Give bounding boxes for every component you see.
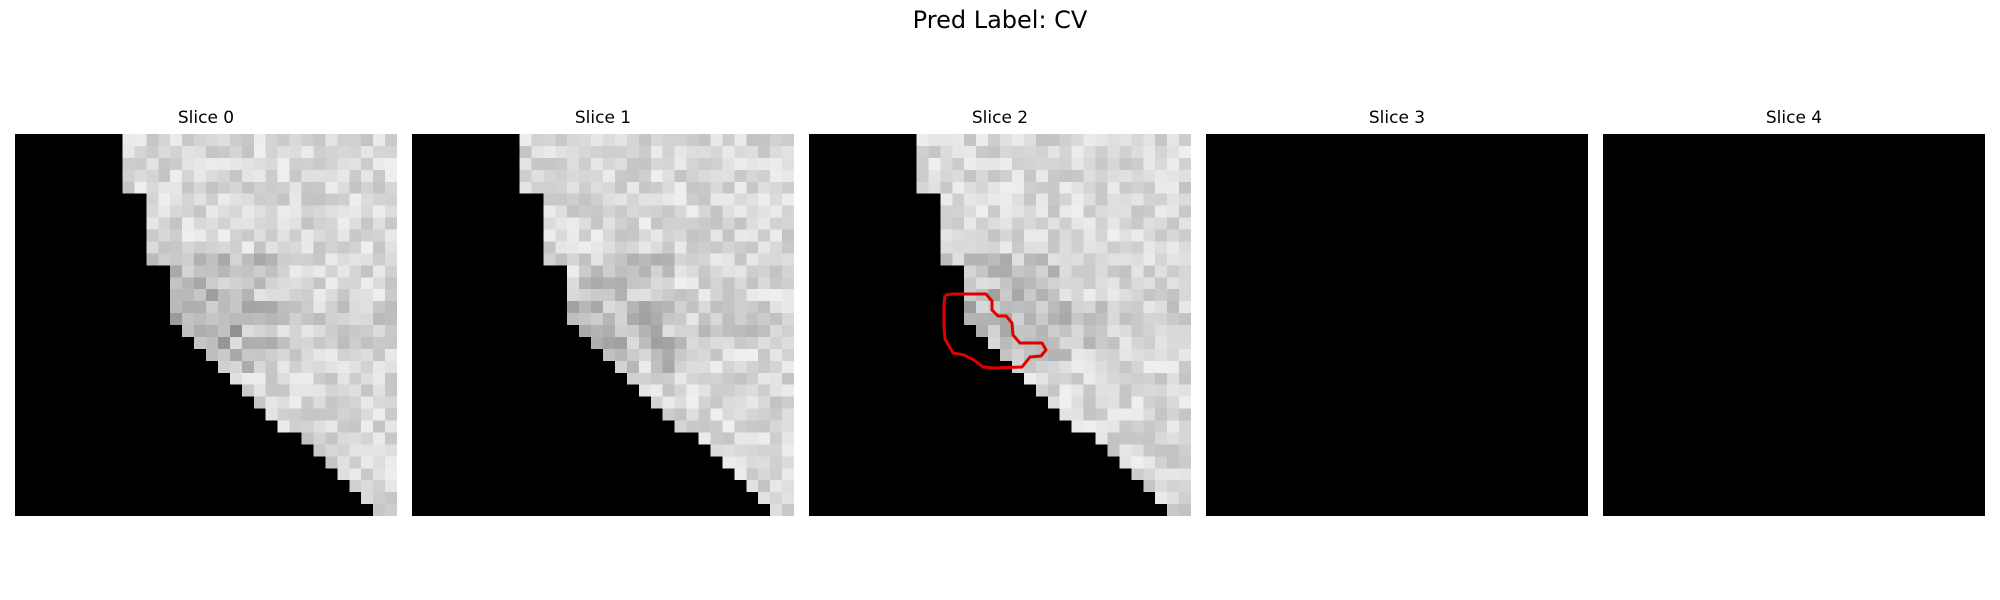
- figure-title: Pred Label: CV: [912, 6, 1088, 34]
- slice-1-image: [412, 134, 794, 516]
- slice-0-image: [15, 134, 397, 516]
- slice-2-contour-layer: [942, 292, 1048, 370]
- slice-2-panel: [809, 134, 1191, 516]
- slice-2-title: Slice 2: [971, 108, 1029, 128]
- slice-0-title: Slice 0: [177, 108, 235, 128]
- prediction-contour: [942, 292, 1048, 370]
- slice-4-title: Slice 4: [1765, 108, 1823, 128]
- slice-2-image: [809, 134, 1191, 516]
- slice-3-title: Slice 3: [1368, 108, 1426, 128]
- slice-1-title: Slice 1: [574, 108, 632, 128]
- slice-3-image: [1206, 134, 1588, 516]
- slice-4-image: [1603, 134, 1985, 516]
